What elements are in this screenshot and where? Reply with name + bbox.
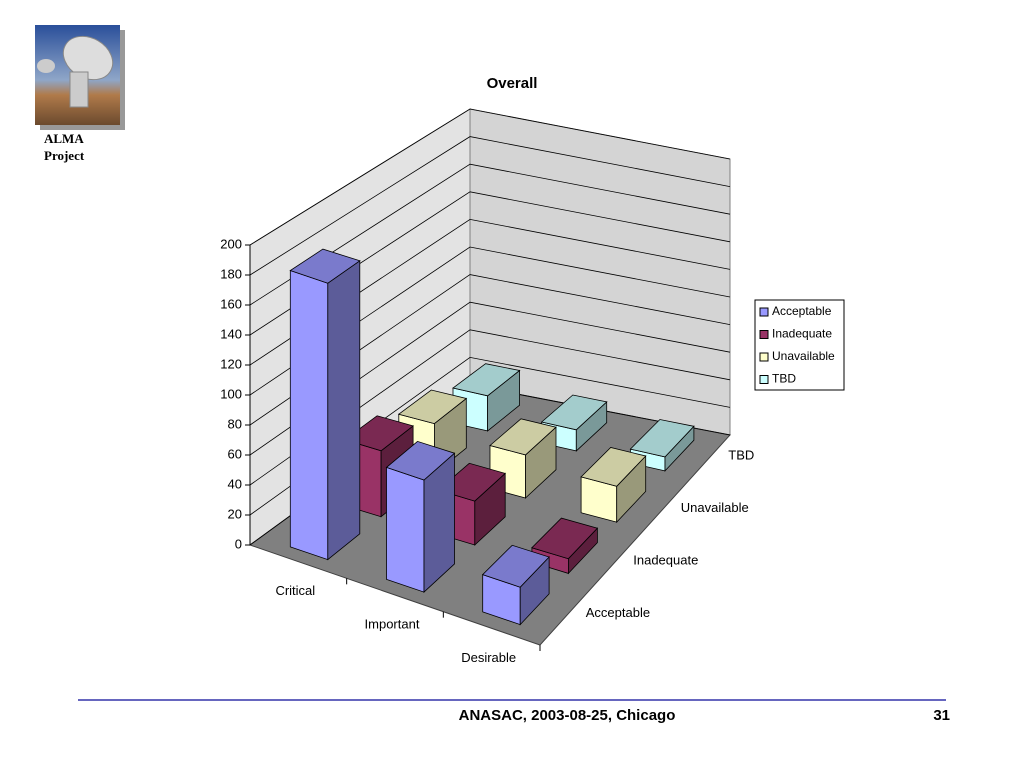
bar-front [289,269,329,561]
bar [629,419,695,472]
bar-top [489,418,557,456]
footer-text: ANASAC, 2003-08-25, Chicago [459,707,676,724]
depth-tick-label: Unavailable [681,500,749,515]
bar-top [385,440,456,481]
bar [489,418,557,499]
bar-top [397,389,468,425]
y-tick-label: 200 [220,236,242,251]
legend-label: Unavailable [772,349,835,363]
bar-top [580,447,647,487]
legend-label: Acceptable [772,304,832,318]
x-tick-label: Desirable [461,650,516,665]
logo [35,25,125,130]
legend-label: Inadequate [772,327,832,341]
y-tick-label: 180 [220,266,242,281]
x-tick-label: Critical [275,583,315,598]
chart-title: Overall [487,75,538,92]
y-tick-label: 40 [228,476,242,491]
y-tick-label: 120 [220,356,242,371]
bar-front [386,466,425,593]
bar [481,544,550,626]
plot: 0 20 40 60 80 100 120 140 160 180 200 Critical Impor… [220,108,845,665]
logo-caption: Project [44,148,85,163]
bar-top [452,363,521,397]
bar-top [531,517,599,560]
depth-tick-label: Acceptable [586,605,650,620]
legend-swatch [759,307,769,317]
logo-dish-small [37,59,55,73]
depth-tick-label: TBD [728,448,754,463]
y-tick-label: 0 [235,536,242,551]
y-tick-label: 60 [228,446,242,461]
depth-tick-label: Inadequate [633,553,698,568]
y-tick-label: 160 [220,296,242,311]
logo-caption: ALMA [44,131,84,146]
legend-label: TBD [772,372,796,386]
x-tick-label: Important [365,616,420,631]
page-number: 31 [933,707,950,724]
bar-side [327,260,361,561]
bar-top [289,248,361,284]
bar [580,447,647,524]
y-tick-label: 100 [220,386,242,401]
grid-line [249,136,731,276]
y-tick-label: 140 [220,326,242,341]
bar-top [481,544,550,588]
legend-box [754,299,845,391]
y-tick-label: 20 [228,506,242,521]
legend-swatch [759,352,769,362]
y-tick-label: 80 [228,416,242,431]
legend-swatch [759,375,769,384]
legend-swatch [759,330,769,339]
bar-top [629,419,695,458]
bar [385,440,456,594]
bar-top [343,415,414,452]
logo-mount [69,71,89,108]
bar-top [437,462,507,502]
bar [289,248,361,561]
grid-line [249,108,731,246]
bar-top [540,394,608,431]
